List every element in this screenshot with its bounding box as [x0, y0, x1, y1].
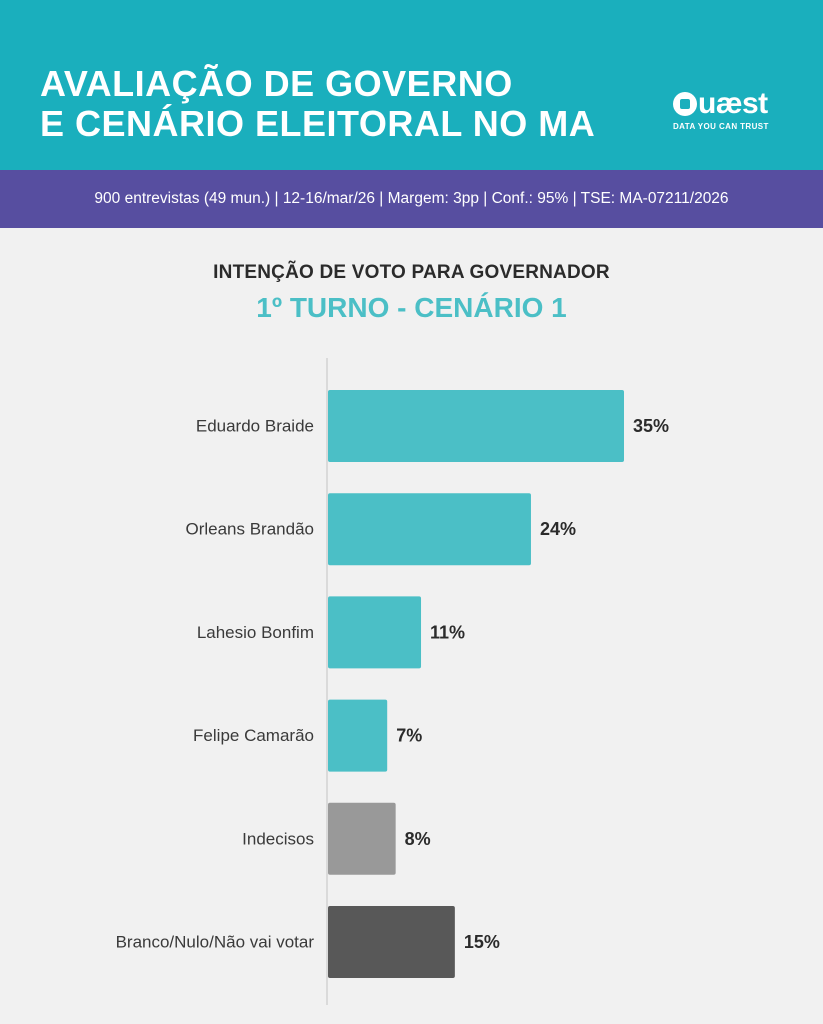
value-label-1: 24% [540, 519, 576, 539]
logo-word: uæst [698, 87, 768, 120]
bar-4 [328, 802, 396, 875]
logo-tagline: DATA YOU CAN TRUST [673, 122, 769, 131]
category-label-5: Branco/Nulo/Não vai votar [116, 933, 315, 952]
title-line-1: AVALIAÇÃO DE GOVERNO [40, 63, 513, 104]
bar-5 [328, 906, 455, 978]
bar-0 [328, 390, 624, 462]
category-label-0: Eduardo Braide [196, 417, 314, 436]
bar-2 [328, 596, 422, 669]
chart-title: INTENÇÃO DE VOTO PARA GOVERNADOR [213, 262, 610, 283]
category-label-4: Indecisos [242, 829, 314, 848]
value-label-0: 35% [633, 416, 669, 436]
survey-info-bar: 900 entrevistas (49 mun.) | 12-16/mar/26… [0, 170, 823, 228]
header-banner: AVALIAÇÃO DE GOVERNO E CENÁRIO ELEITORAL… [0, 0, 823, 170]
value-label-5: 15% [464, 932, 500, 952]
bar-1 [328, 493, 531, 566]
value-label-3: 7% [396, 726, 422, 746]
chart-subtitle: 1º TURNO - CENÁRIO 1 [256, 292, 567, 323]
category-label-1: Orleans Brandão [185, 520, 314, 539]
logo-q-icon [673, 92, 697, 116]
quaest-logo: uæst DATA YOU CAN TRUST [673, 88, 783, 136]
page-title: AVALIAÇÃO DE GOVERNO E CENÁRIO ELEITORAL… [40, 64, 595, 144]
category-label-3: Felipe Camarão [193, 726, 314, 745]
bar-3 [328, 699, 388, 772]
value-label-2: 11% [430, 622, 465, 642]
value-label-4: 8% [405, 829, 431, 849]
title-line-2: E CENÁRIO ELEITORAL NO MA [40, 103, 596, 144]
category-label-2: Lahesio Bonfim [197, 623, 314, 642]
